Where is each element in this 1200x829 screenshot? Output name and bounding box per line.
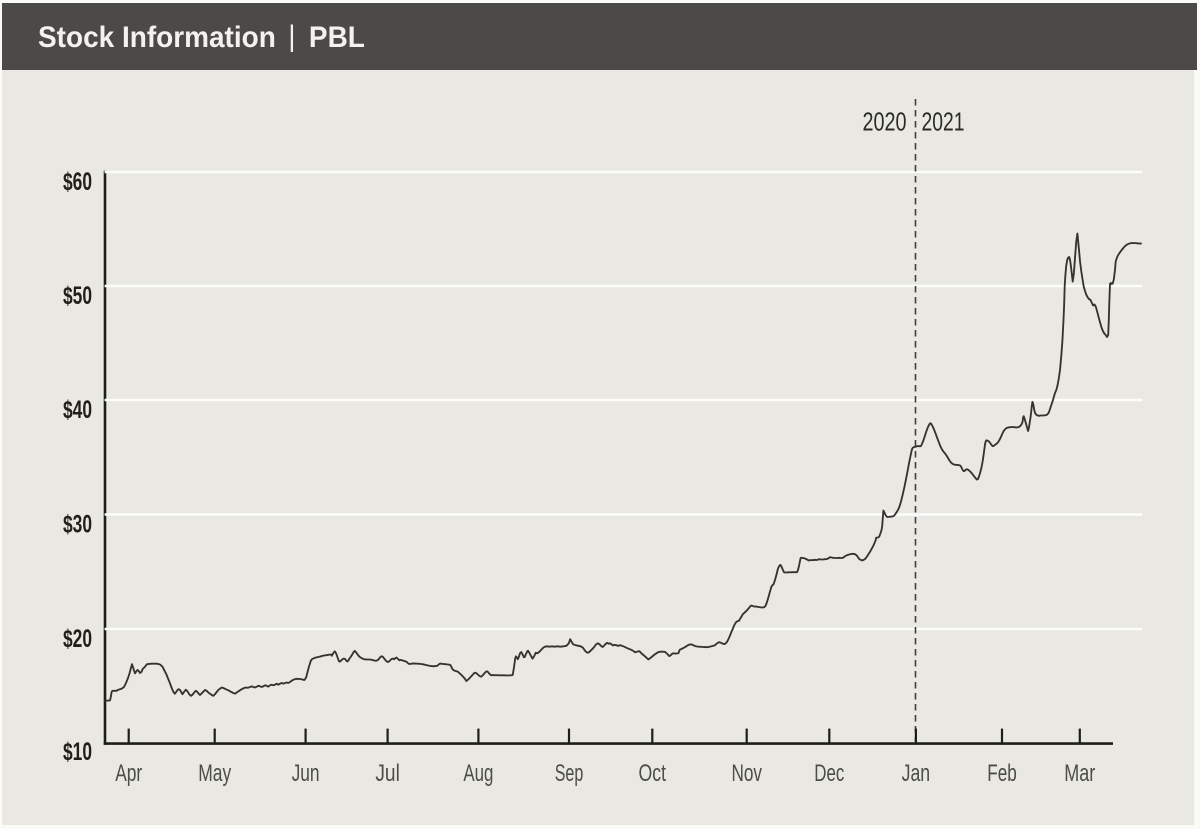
svg-text:$10: $10: [63, 738, 92, 766]
svg-text:Apr: Apr: [115, 760, 142, 787]
svg-text:Oct: Oct: [639, 760, 667, 787]
svg-text:$50: $50: [63, 282, 92, 310]
svg-text:Feb: Feb: [987, 760, 1017, 787]
svg-text:Dec: Dec: [814, 760, 844, 787]
svg-text:Jul: Jul: [375, 760, 400, 787]
svg-text:$40: $40: [63, 396, 92, 424]
svg-text:$30: $30: [63, 511, 92, 539]
svg-text:Sep: Sep: [555, 760, 584, 787]
svg-text:Mar: Mar: [1064, 760, 1095, 787]
svg-text:2020: 2020: [863, 109, 907, 137]
svg-text:2021: 2021: [922, 109, 965, 137]
svg-text:May: May: [198, 760, 231, 787]
svg-text:$20: $20: [63, 625, 92, 653]
svg-text:$60: $60: [63, 168, 92, 196]
svg-text:Jun: Jun: [292, 760, 320, 787]
svg-text:Jan: Jan: [902, 760, 931, 787]
svg-text:Aug: Aug: [463, 760, 493, 787]
svg-text:Nov: Nov: [731, 760, 762, 787]
